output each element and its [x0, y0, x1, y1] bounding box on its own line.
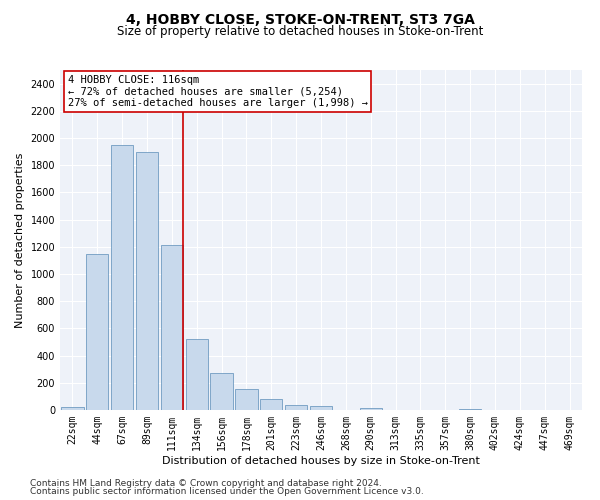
Text: Size of property relative to detached houses in Stoke-on-Trent: Size of property relative to detached ho… [117, 25, 483, 38]
Y-axis label: Number of detached properties: Number of detached properties [15, 152, 25, 328]
Text: Contains HM Land Registry data © Crown copyright and database right 2024.: Contains HM Land Registry data © Crown c… [30, 478, 382, 488]
X-axis label: Distribution of detached houses by size in Stoke-on-Trent: Distribution of detached houses by size … [162, 456, 480, 466]
Text: 4 HOBBY CLOSE: 116sqm
← 72% of detached houses are smaller (5,254)
27% of semi-d: 4 HOBBY CLOSE: 116sqm ← 72% of detached … [68, 75, 368, 108]
Bar [235, 389, 257, 410]
Bar [359, 408, 382, 410]
Bar [111, 145, 133, 410]
Bar [185, 340, 208, 410]
Bar [61, 408, 83, 410]
Text: 4, HOBBY CLOSE, STOKE-ON-TRENT, ST3 7GA: 4, HOBBY CLOSE, STOKE-ON-TRENT, ST3 7GA [125, 12, 475, 26]
Bar [310, 406, 332, 410]
Bar [161, 246, 183, 410]
Bar [211, 372, 233, 410]
Bar [86, 254, 109, 410]
Bar [285, 404, 307, 410]
Bar [136, 152, 158, 410]
Text: Contains public sector information licensed under the Open Government Licence v3: Contains public sector information licen… [30, 487, 424, 496]
Bar [260, 399, 283, 410]
